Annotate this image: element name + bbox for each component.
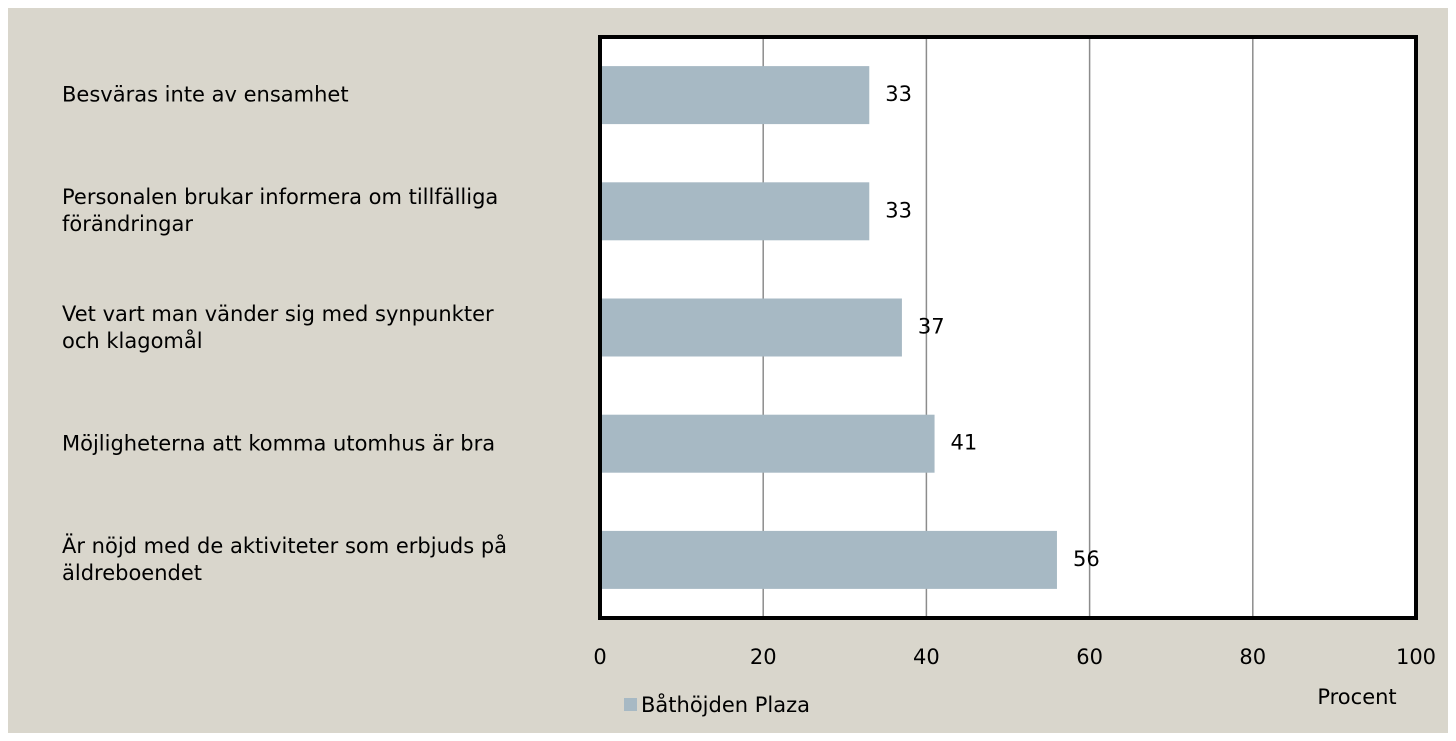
data-label: 37	[918, 315, 945, 339]
bar	[600, 66, 870, 125]
legend-swatch	[624, 698, 637, 711]
y-tick-label: Möjligheterna att komma utomhus är bra	[62, 431, 496, 456]
data-label: 33	[885, 198, 912, 222]
bar	[600, 298, 902, 357]
y-tick-label: Personalen brukar informera om tillfälli…	[62, 185, 499, 237]
x-tick-label: 60	[1076, 645, 1103, 669]
bar	[600, 530, 1057, 589]
data-label: 56	[1073, 547, 1100, 571]
x-tick-label: 0	[593, 645, 606, 669]
x-tick-label: 80	[1239, 645, 1266, 669]
y-tick-label: Besväras inte av ensamhet	[62, 82, 349, 107]
legend-label: Båthöjden Plaza	[641, 692, 810, 717]
y-tick-label: Vet vart man vänder sig med synpunkter o…	[62, 301, 494, 353]
data-label: 33	[885, 82, 912, 106]
x-axis-label: Procent	[1317, 685, 1396, 709]
x-tick-label: 40	[913, 645, 940, 669]
x-tick-label: 20	[750, 645, 777, 669]
bar	[600, 414, 935, 473]
data-label: 41	[951, 431, 978, 455]
x-tick-label: 100	[1396, 645, 1436, 669]
y-tick-label: Är nöjd med de aktiviteter som erbjuds p…	[62, 533, 508, 585]
bar	[600, 182, 870, 241]
plot-border	[598, 35, 1418, 620]
